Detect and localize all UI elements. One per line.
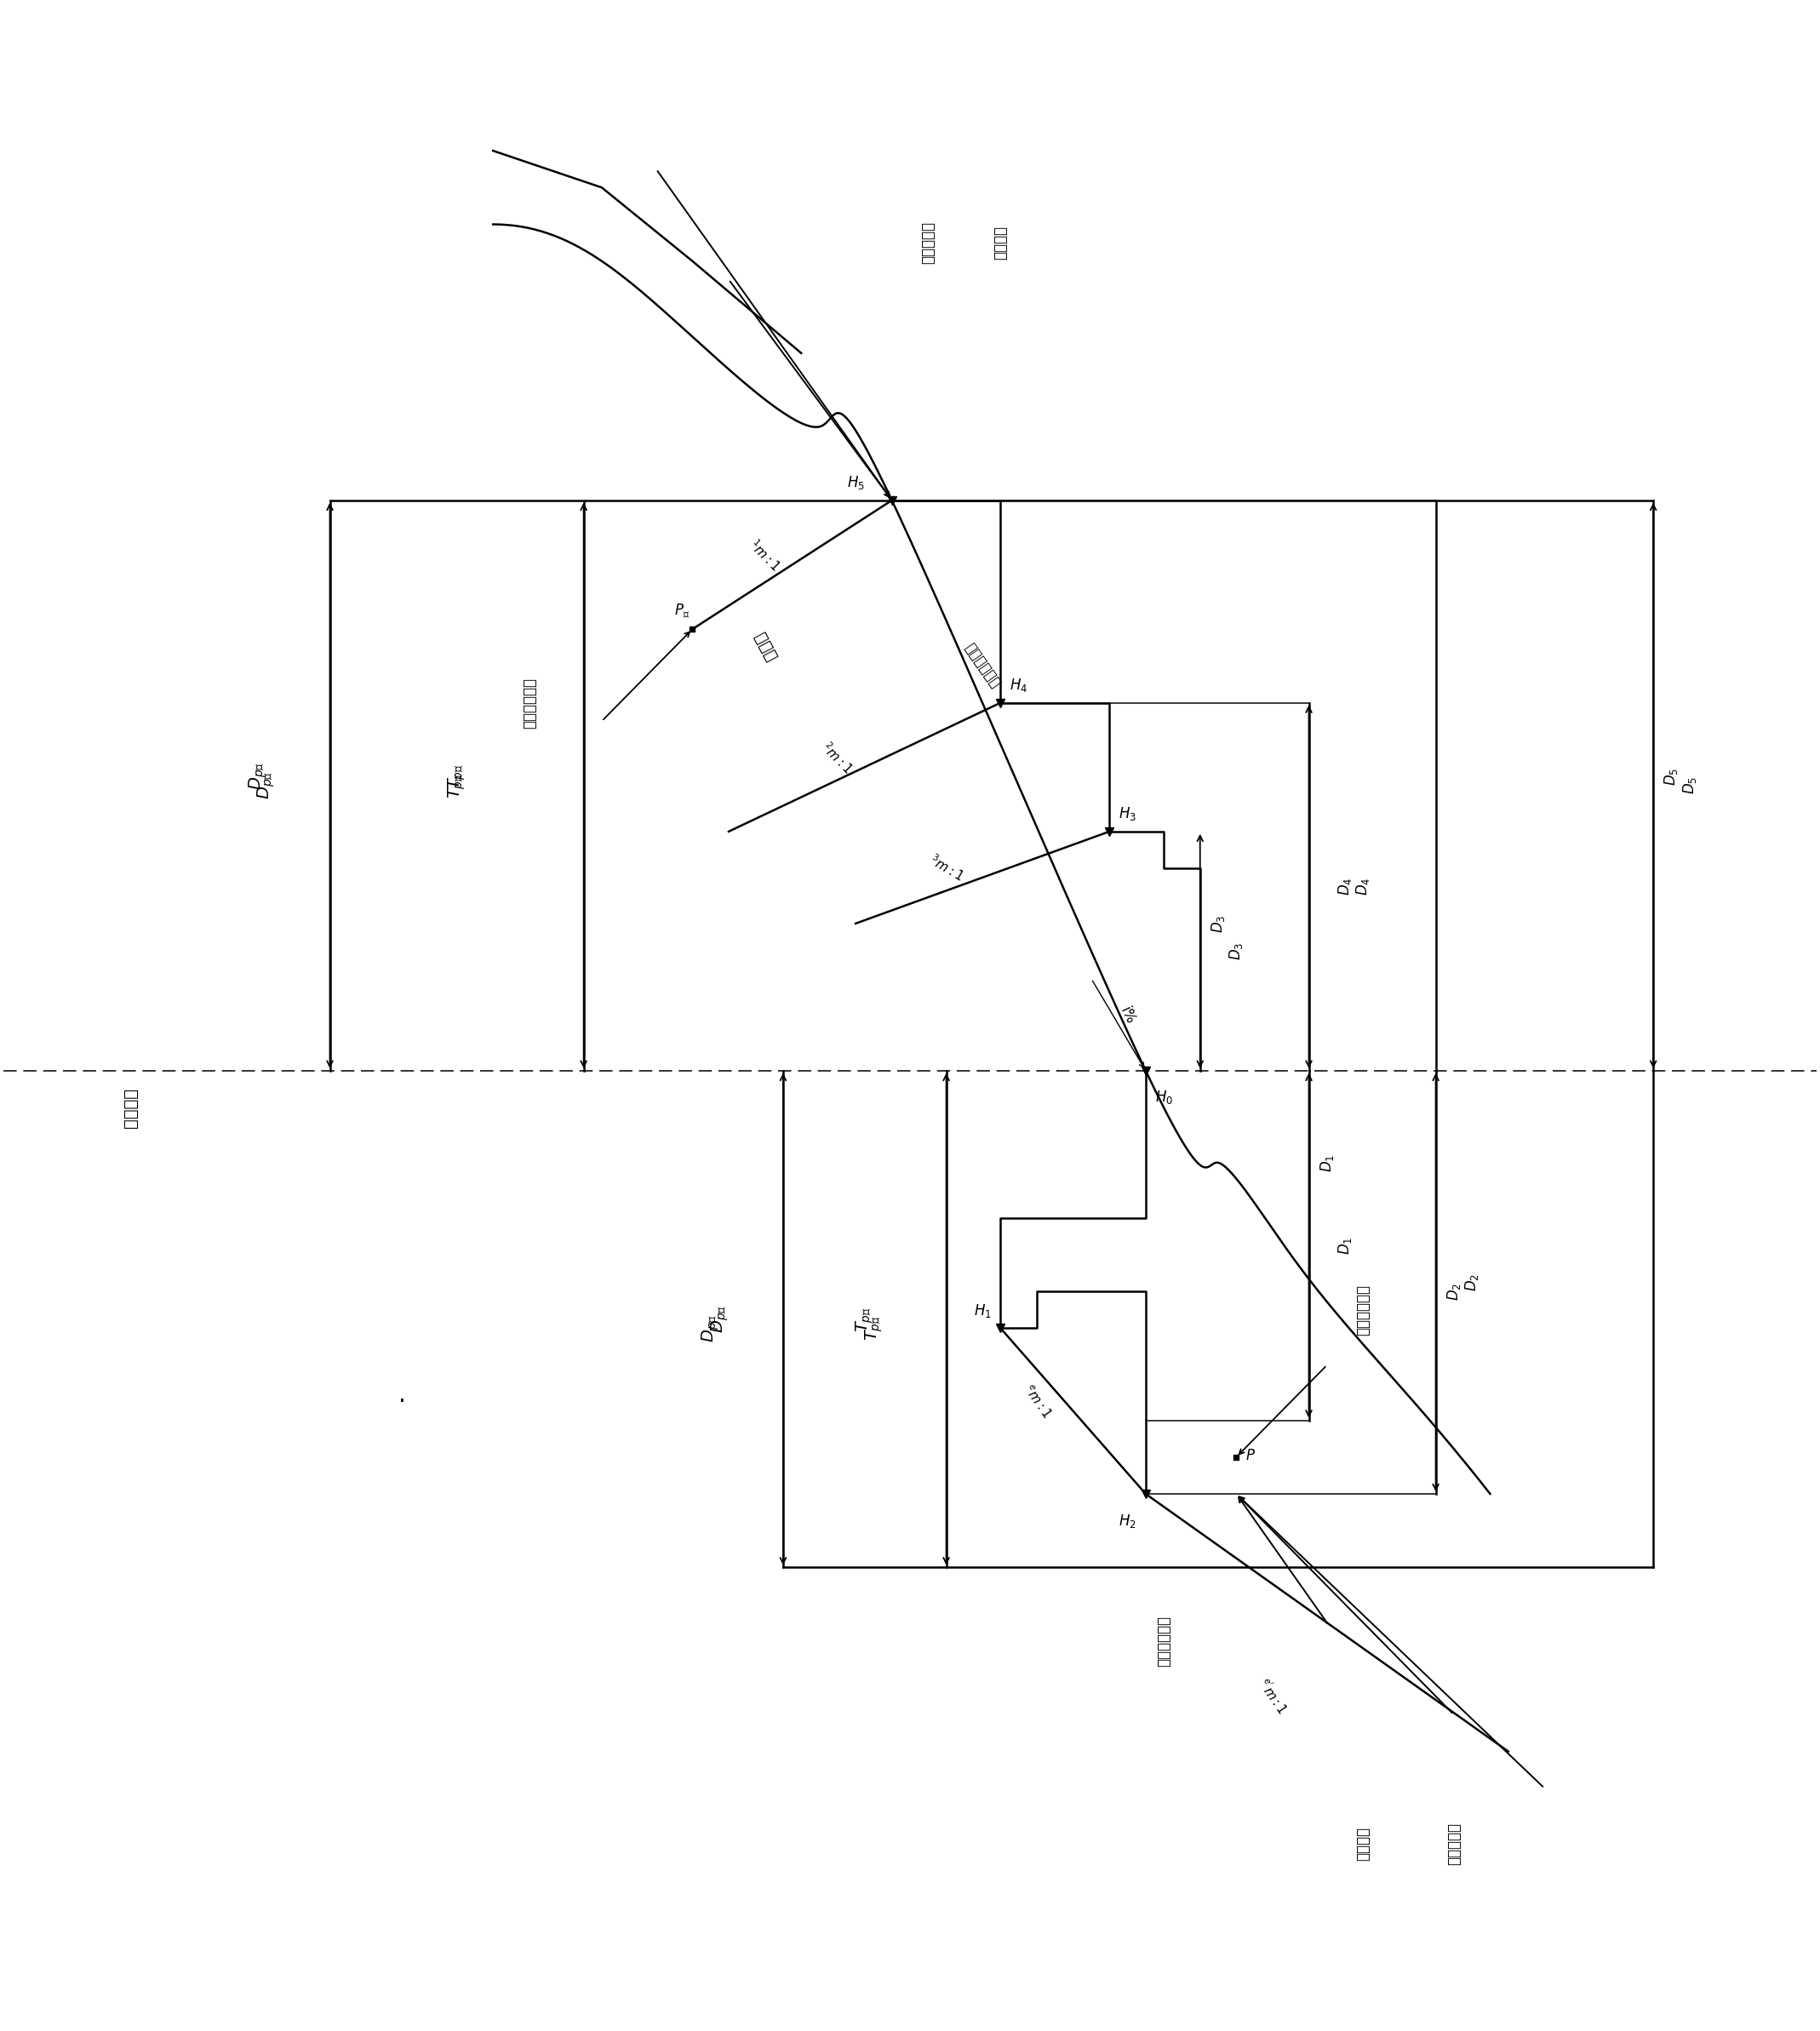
Text: $^em:1$: $^em:1$ [1021,1383,1054,1422]
Text: $T_{p右}$: $T_{p右}$ [854,1306,875,1332]
Text: $H_0$: $H_0$ [1154,1089,1172,1107]
Text: $D_5$: $D_5$ [1682,776,1698,794]
Text: $H_1$: $H_1$ [974,1302,992,1318]
Text: $H_3$: $H_3$ [1119,804,1136,823]
Text: $D_2$: $D_2$ [1445,1282,1463,1300]
Text: $T_{p左}$: $T_{p左}$ [446,764,468,788]
Text: $D_4$: $D_4$ [1354,877,1372,896]
Text: $D_1$: $D_1$ [1318,1154,1336,1172]
Text: $P_{左}$: $P_{左}$ [675,603,690,619]
Text: $D_4$: $D_4$ [1336,877,1354,896]
Text: $D_3$: $D_3$ [1228,942,1245,961]
Text: 下边坡设计线: 下边坡设计线 [1156,1615,1172,1667]
Text: $T_{p左}$: $T_{p左}$ [446,774,468,798]
Text: $H_4$: $H_4$ [1010,676,1028,693]
Text: $D_{p右}$: $D_{p右}$ [701,1314,721,1342]
Text: $^1m:1$: $^1m:1$ [746,536,784,575]
Text: $D_3$: $D_3$ [1210,914,1227,932]
Text: 最终边界点: 最终边界点 [921,221,935,264]
Text: 地面线: 地面线 [752,630,779,664]
Text: $H_5$: $H_5$ [846,473,864,492]
Text: 上边坡设计线: 上边坡设计线 [961,640,1003,691]
Text: i%: i% [1117,1005,1138,1026]
Text: 设计中线: 设计中线 [122,1087,138,1127]
Text: $D_{p左}$: $D_{p左}$ [257,772,277,800]
Text: $D_{p左}$: $D_{p左}$ [248,762,268,790]
Text: 理论界点: 理论界点 [994,225,1008,260]
Text: $H_2$: $H_2$ [1119,1513,1138,1529]
Text: 上边坡试测点: 上边坡试测点 [522,676,537,729]
Text: $D_1$: $D_1$ [1336,1237,1354,1255]
Text: $D_{p右}$: $D_{p右}$ [710,1306,730,1332]
Text: $D_5$: $D_5$ [1663,768,1680,786]
Text: ·: · [399,1389,406,1414]
Text: $^3m:1$: $^3m:1$ [926,853,966,883]
Text: $^{e'}m:1$: $^{e'}m:1$ [1254,1676,1290,1716]
Text: $T_{p右}$: $T_{p右}$ [863,1316,885,1340]
Text: $P$: $P$ [1245,1448,1256,1462]
Text: 下边坡试测点: 下边坡试测点 [1356,1284,1370,1336]
Text: $^2m:1$: $^2m:1$ [819,739,855,776]
Text: 理论界点: 理论界点 [1356,1826,1370,1860]
Text: 最终边界点: 最终边界点 [1447,1822,1461,1864]
Text: $D_2$: $D_2$ [1463,1273,1480,1292]
